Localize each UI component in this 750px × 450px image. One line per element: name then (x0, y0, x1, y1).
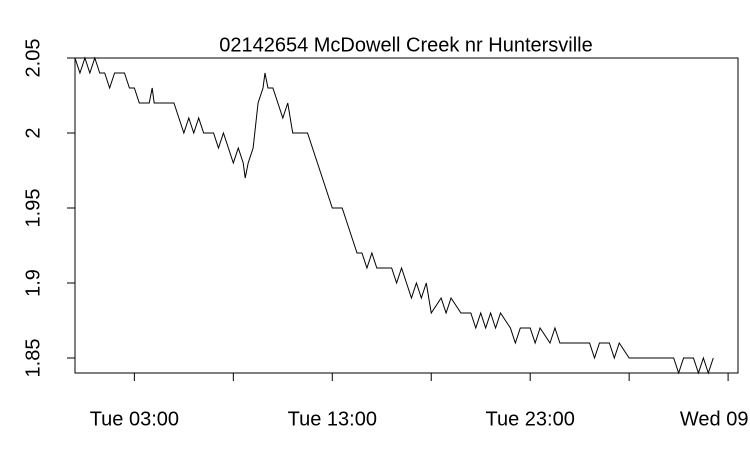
x-tick-label: Tue 13:00 (288, 408, 377, 430)
x-tick-label: Tue 23:00 (486, 408, 575, 430)
y-tick-label: 1.95 (22, 189, 44, 228)
x-tick-label: Wed 09:00 (680, 408, 750, 430)
y-tick-label: 1.85 (22, 339, 44, 378)
plot-frame (74, 57, 739, 374)
x-tick-label: Tue 03:00 (90, 408, 179, 430)
chart-title: 02142654 McDowell Creek nr Huntersville (219, 34, 593, 56)
y-tick-label: 2.05 (22, 39, 44, 78)
data-line (74, 56, 714, 375)
y-tick-label: 1.9 (22, 269, 44, 297)
y-tick-label: 2 (22, 127, 44, 138)
